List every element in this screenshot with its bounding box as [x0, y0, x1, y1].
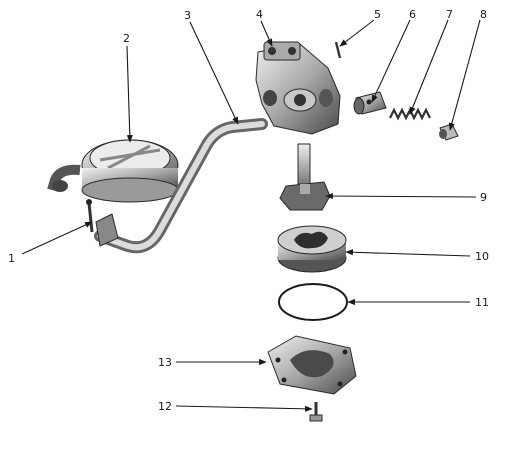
retainer-plug-part — [439, 123, 459, 141]
cover-bolt-part — [309, 402, 323, 422]
relief-valve-plunger-part — [353, 91, 387, 115]
callout-5: 5 — [374, 8, 381, 21]
leader-line-2 — [126, 45, 133, 143]
callout-4: 4 — [256, 8, 263, 21]
suction-tube-part — [94, 118, 268, 254]
callout-11: 11 — [475, 296, 489, 309]
leader-line-10 — [345, 249, 471, 257]
callout-12: 12 — [158, 400, 172, 413]
drive-gear-shaft-part — [279, 143, 331, 211]
pin-part — [334, 41, 342, 59]
leader-line-6 — [371, 19, 411, 103]
callout-6: 6 — [409, 8, 416, 21]
screw-part — [86, 199, 94, 233]
leader-line-4 — [260, 20, 273, 47]
callout-2: 2 — [123, 32, 130, 45]
callout-1: 1 — [8, 252, 15, 265]
leader-lines — [21, 19, 481, 412]
leader-line-12 — [175, 405, 313, 412]
callout-9: 9 — [480, 191, 487, 204]
callout-7: 7 — [446, 8, 453, 21]
rotor-ring-part — [277, 225, 347, 273]
leader-line-8 — [448, 19, 481, 131]
cover-plate-part — [267, 335, 357, 395]
leader-line-3 — [189, 21, 239, 125]
leader-line-7 — [409, 19, 449, 115]
callout-labels: 1 2 3 4 5 6 7 8 9 10 11 12 13 — [8, 8, 489, 413]
pump-body-part — [255, 41, 341, 135]
leader-line-1 — [21, 221, 93, 255]
callout-8: 8 — [480, 8, 487, 21]
o-ring-part — [278, 283, 348, 321]
leader-line-9 — [325, 192, 477, 200]
oil-pump-screen-part — [47, 139, 179, 203]
callout-3: 3 — [184, 9, 191, 22]
callout-10: 10 — [475, 250, 489, 263]
callout-13: 13 — [158, 356, 172, 369]
leader-line-5 — [339, 19, 375, 47]
